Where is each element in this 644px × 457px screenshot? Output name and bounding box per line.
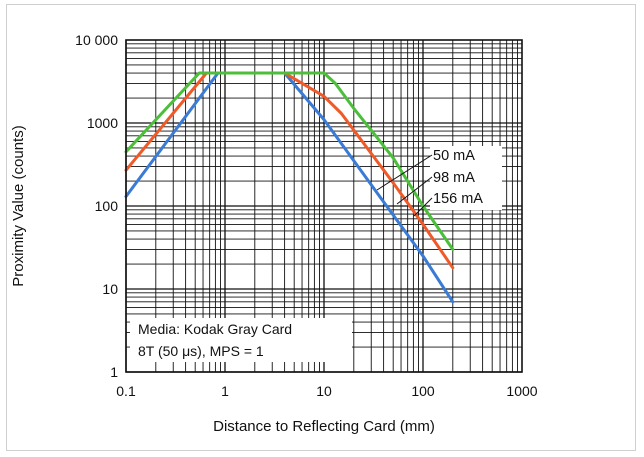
plot-border	[125, 39, 523, 373]
x-tick-label: 1000	[506, 383, 537, 399]
leader-line-98ma	[396, 176, 433, 205]
media-annotation: Media: Kodak Gray Card 8T (50 μs), MPS =…	[130, 318, 352, 362]
x-tick-label: 10	[316, 383, 332, 399]
y-axis-label: Proximity Value (counts)	[10, 125, 27, 286]
leader-line-50ma	[376, 154, 433, 191]
leader-line-156ma	[413, 197, 433, 217]
annotation-line-1: Media: Kodak Gray Card	[138, 321, 292, 337]
x-tick-label: 0.1	[116, 383, 136, 399]
series-line-156ma	[124, 71, 455, 251]
x-axis-label: Distance to Reflecting Card (mm)	[213, 418, 435, 435]
x-tick-label: 1	[221, 383, 229, 399]
annotation-line-2: 8T (50 μs), MPS = 1	[138, 343, 264, 359]
series-layer	[124, 71, 455, 304]
series-labels: 50 mA 98 mA 156 mA	[376, 146, 502, 217]
y-tick-label: 1	[110, 364, 118, 380]
legend-label-156ma: 156 mA	[433, 191, 483, 207]
chart-frame	[6, 4, 636, 451]
legend-label-50ma: 50 mA	[433, 148, 475, 164]
tick-labels: 0.1 1 10 100 1000 1 10 100 1000 10 000	[75, 32, 538, 399]
y-tick-label: 10 000	[75, 32, 118, 48]
y-tick-label: 1000	[87, 115, 118, 131]
series-line-50ma	[124, 71, 455, 304]
legend-label-98ma: 98 mA	[433, 170, 475, 186]
x-tick-label: 100	[411, 383, 435, 399]
y-tick-label: 10	[102, 281, 118, 297]
y-tick-label: 100	[95, 198, 119, 214]
